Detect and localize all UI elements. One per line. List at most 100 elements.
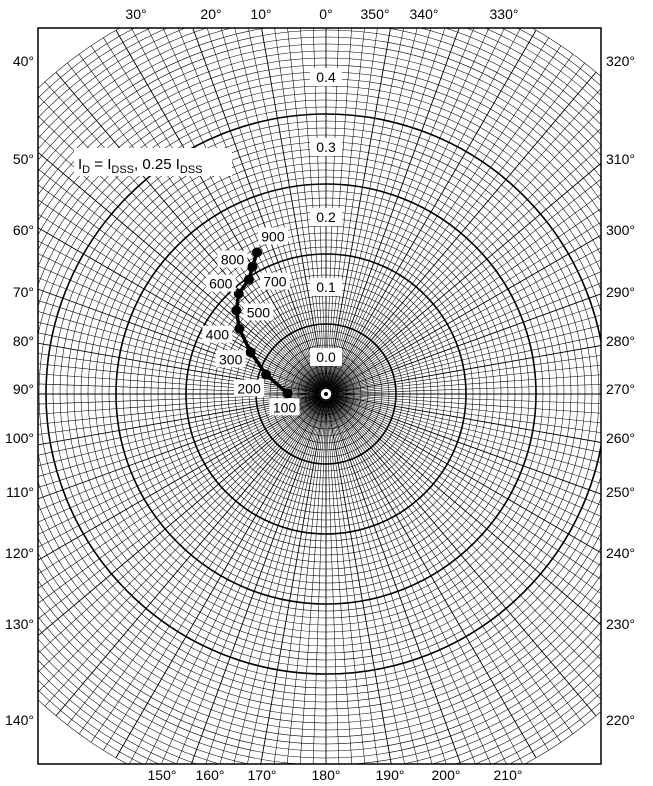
series-label-bg [74, 148, 232, 176]
angle-tick-right: 230° [606, 616, 635, 632]
grid-spoke [38, 395, 320, 488]
grid-spoke [220, 28, 325, 388]
grid-spoke [38, 394, 320, 446]
grid-spoke [332, 335, 601, 393]
grid-spoke [332, 396, 601, 517]
grid-spoke [260, 400, 326, 764]
grid-spoke [329, 28, 521, 388]
grid-spoke [330, 71, 597, 389]
grid-spoke [38, 213, 321, 391]
grid-spoke [38, 393, 320, 405]
angle-tick-left: 40° [13, 53, 34, 69]
grid-spoke [329, 400, 524, 764]
grid-spoke [115, 30, 323, 389]
radius-label-bg [310, 278, 342, 296]
grid-spoke [233, 400, 325, 764]
grid-spoke [332, 355, 601, 394]
grid-spoke [328, 400, 507, 764]
grid-spoke [326, 400, 379, 764]
grid-spoke [38, 397, 321, 589]
grid-spoke [55, 71, 322, 389]
angle-tick-top: 30° [125, 6, 146, 22]
grid-spoke [326, 400, 353, 764]
grid-spoke [38, 394, 320, 425]
grid-spoke [331, 234, 601, 391]
grid-spoke [332, 259, 601, 392]
point-label-bg [202, 325, 233, 343]
grid-spoke [330, 398, 601, 660]
angle-tick-left: 130° [5, 616, 34, 632]
grid-spoke [332, 394, 601, 414]
grid-spoke [44, 81, 322, 389]
grid-spoke [331, 397, 601, 580]
grid-spoke [330, 399, 585, 726]
grid-spoke [38, 300, 320, 393]
angle-ticks: 30° 20° 10° 0° 350° 340° 330° 150° 160° 170° 180° 1… [5, 6, 635, 783]
grid-spoke [331, 146, 601, 390]
grid-spoke [38, 184, 321, 391]
point-label-bg [259, 272, 290, 290]
grid-spoke [331, 193, 601, 391]
grid-spoke [329, 399, 562, 743]
grid-spoke [332, 364, 601, 394]
grid-spoke [38, 398, 322, 693]
grid-spoke [328, 400, 492, 764]
grid-spoke [38, 394, 320, 415]
series-label-eq: = I [90, 156, 111, 173]
grid-spoke [286, 400, 326, 764]
series-1: 100 200 300 400 500 600 700 800 900 [202, 227, 300, 416]
grid-spoke [38, 398, 321, 637]
grid-spoke [329, 399, 537, 758]
grid-spoke [78, 399, 323, 734]
angle-tick-right: 290° [606, 284, 635, 300]
grid-spoke [38, 398, 321, 654]
grid-spoke [331, 397, 601, 595]
angle-tick-right: 260° [606, 430, 635, 446]
series-label-sub-dss2: DSS [180, 164, 203, 176]
grid-spoke [38, 151, 321, 390]
grid-spoke [38, 395, 320, 477]
grid-spoke [332, 345, 601, 394]
grid-spoke [38, 396, 320, 523]
grid-spoke [247, 400, 325, 764]
grid-spoke [332, 396, 601, 506]
grid-spoke [300, 28, 326, 388]
grid-spoke [332, 304, 601, 393]
grid-spoke [332, 394, 601, 433]
grid-spoke [38, 95, 322, 390]
grid-spoke [103, 399, 323, 751]
grid-spoke [327, 28, 460, 388]
angle-tick-bottom: 180° [312, 767, 341, 783]
grid-spoke [273, 400, 326, 764]
grid-spoke [325, 28, 340, 388]
grid-spoke [90, 399, 323, 743]
grid-spoke [327, 400, 419, 764]
grid-spoke [332, 325, 601, 393]
grid-spoke [332, 282, 601, 392]
grid-spoke [329, 30, 537, 389]
angle-tick-left: 120° [5, 545, 34, 561]
grid-spoke [332, 394, 601, 424]
grid-spoke [328, 28, 490, 388]
grid-spoke [190, 400, 325, 764]
grid-spoke [332, 393, 601, 404]
grid-spoke [332, 384, 601, 395]
point-label: 300 [219, 351, 243, 367]
series-label: ID = IDSS, 0.25 IDSS [78, 156, 203, 176]
grid-spoke [330, 399, 597, 717]
angle-tick-right: 310° [606, 151, 635, 167]
radius-label-bg [310, 348, 342, 366]
angle-tick-left: 60° [13, 222, 34, 238]
series-label-sub-dss: DSS [111, 164, 134, 176]
grid-spoke [332, 247, 601, 391]
grid-spoke [332, 314, 601, 393]
grid-spoke [326, 400, 366, 764]
data-point [231, 305, 242, 316]
grid-spoke [299, 400, 326, 764]
grid-spoke [332, 395, 601, 495]
grid-spoke [261, 28, 326, 388]
grid-spoke [38, 397, 320, 548]
grid-spoke [331, 178, 601, 390]
grid-spoke [38, 397, 321, 561]
